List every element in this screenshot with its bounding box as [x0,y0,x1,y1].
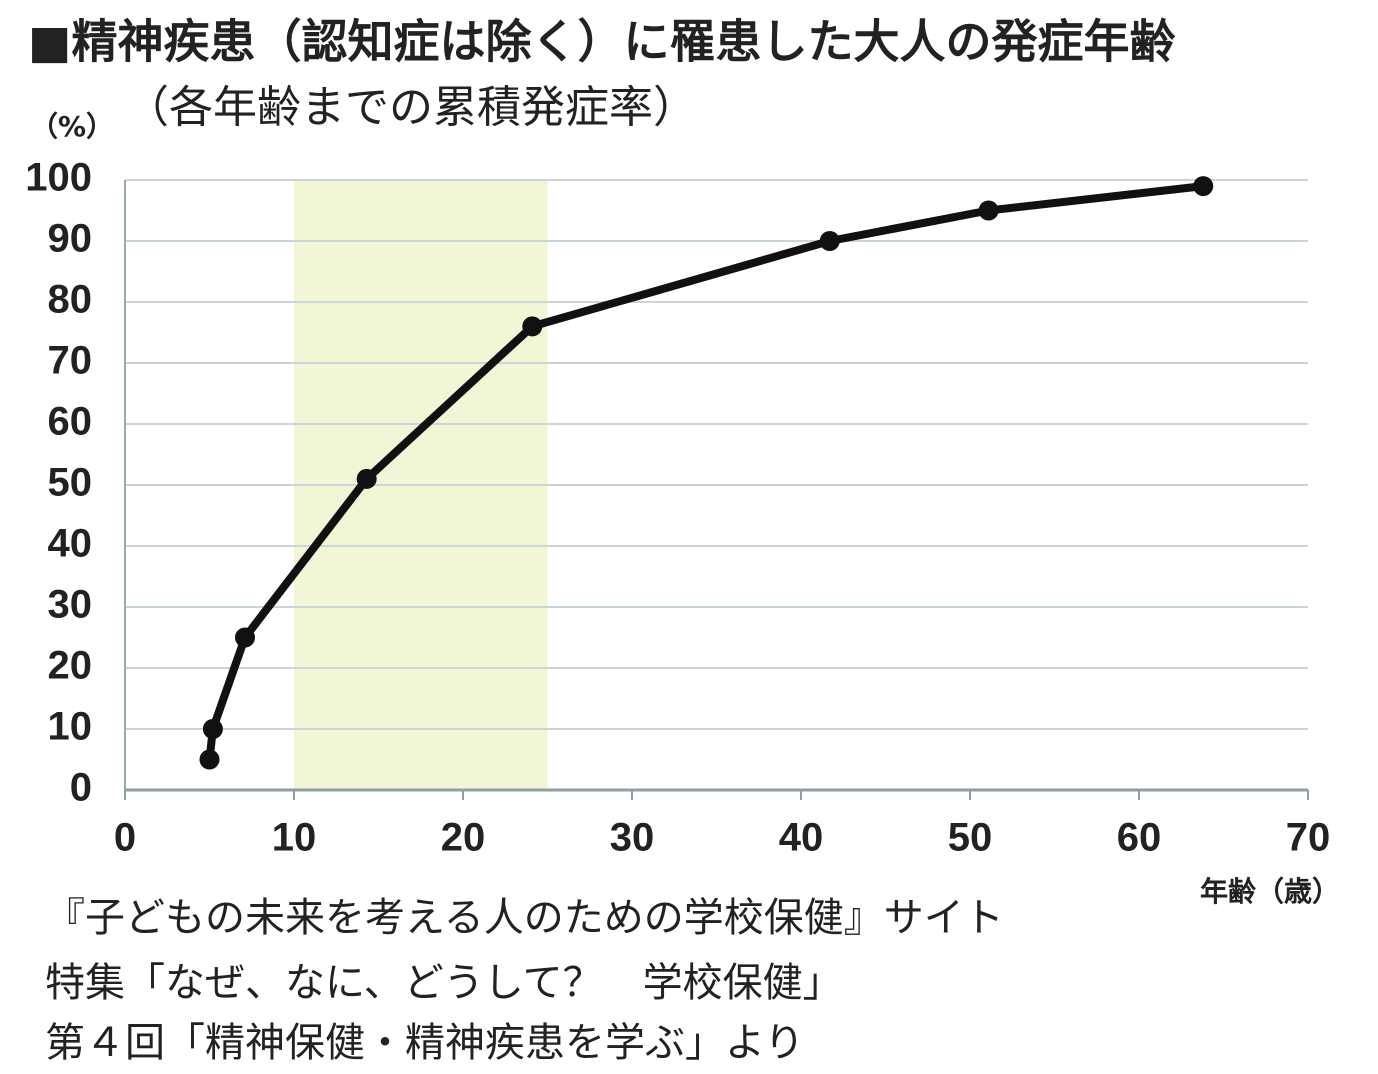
x-tick-label: 70 [1286,816,1331,860]
y-axis-label: （%） [30,110,114,143]
data-point [199,749,220,770]
y-tick-label: 20 [48,644,93,688]
data-line [205,182,1204,760]
data-point [356,468,377,489]
y-tick-label: 30 [48,583,93,627]
x-tick-label: 0 [114,816,136,860]
data-point [978,200,999,221]
y-tick-label: 50 [48,461,93,505]
y-tick-label: 80 [48,278,93,322]
chart-subtitle: （各年齢までの累積発症率） [125,82,697,133]
source-line: 第４回「精神保健・精神疾患を学ぶ」より [45,1020,804,1066]
x-tick-label: 60 [1117,816,1162,860]
data-point [819,231,840,251]
y-tick-label: 90 [48,217,93,261]
x-tick-label: 20 [441,816,486,860]
y-tick-label: 70 [48,339,93,383]
data-point [522,316,543,337]
data-point [1193,176,1214,197]
source-line: 『子どもの未来を考える人のための学校保健』サイト [45,895,1004,941]
x-tick-label: 50 [948,816,993,860]
x-tick-label: 40 [779,816,824,860]
x-tick-label: 30 [610,816,655,860]
y-tick-label: 10 [48,705,93,749]
x-tick-label: 10 [272,816,317,860]
y-tick-label: 0 [70,766,92,810]
y-tick-label: 100 [25,156,92,200]
source-line: 特集「なぜ、なに、どうして？ 学校保健」 [45,960,843,1006]
y-tick-label: 40 [48,522,93,566]
chart-title: ■精神疾患（認知症は除く）に罹患した大人の発症年齢 [28,15,1175,69]
y-tick-label: 60 [48,400,93,444]
x-axis-label: 年齢（歳） [1200,875,1340,908]
data-point [202,719,223,739]
data-point [234,627,255,648]
